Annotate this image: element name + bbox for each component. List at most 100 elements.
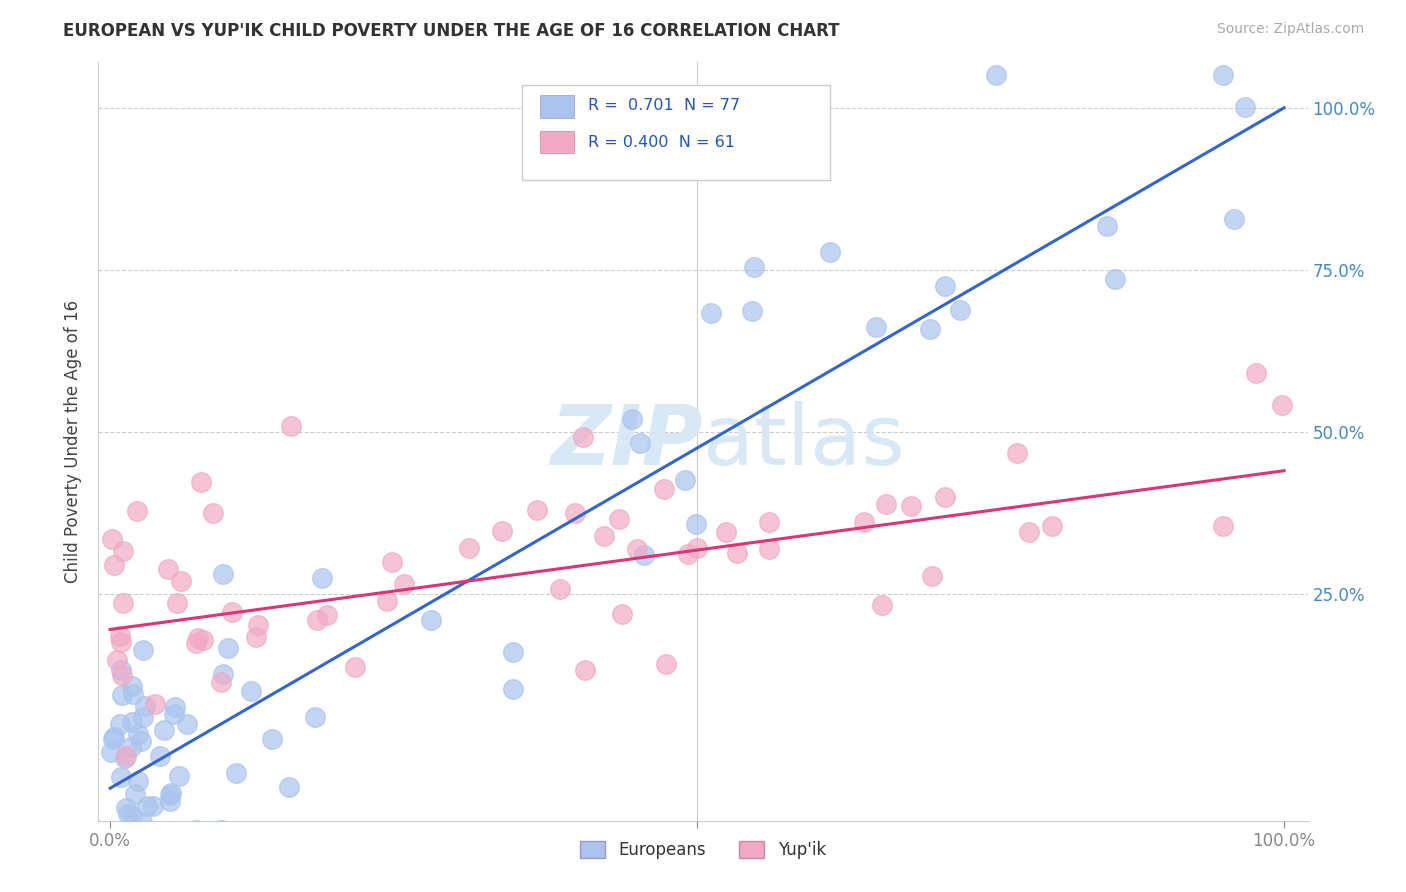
Point xyxy=(127,727,149,741)
Point xyxy=(110,663,132,677)
Point xyxy=(131,815,153,830)
Point xyxy=(143,697,166,711)
Point xyxy=(167,768,190,782)
Point xyxy=(1212,519,1234,533)
Point xyxy=(117,807,139,822)
Point xyxy=(149,749,172,764)
Point xyxy=(190,475,212,489)
Point xyxy=(135,827,157,841)
FancyBboxPatch shape xyxy=(540,95,574,118)
Text: atlas: atlas xyxy=(703,401,904,482)
Point xyxy=(162,707,184,722)
Y-axis label: Child Poverty Under the Age of 16: Child Poverty Under the Age of 16 xyxy=(65,300,83,583)
Point xyxy=(550,582,572,596)
Point xyxy=(1005,446,1028,460)
Point xyxy=(1244,366,1267,380)
FancyBboxPatch shape xyxy=(522,85,830,180)
Point xyxy=(986,69,1008,83)
Point xyxy=(159,788,181,802)
Point xyxy=(170,574,193,588)
Point xyxy=(184,823,207,838)
Point xyxy=(159,794,181,808)
Point xyxy=(1271,398,1294,412)
Point xyxy=(949,302,972,317)
Point xyxy=(304,710,326,724)
FancyBboxPatch shape xyxy=(540,130,574,153)
Point xyxy=(105,653,128,667)
Point xyxy=(111,544,134,558)
Point xyxy=(136,799,159,814)
Point xyxy=(278,780,301,794)
Point xyxy=(103,731,125,745)
Point xyxy=(633,548,655,562)
Point xyxy=(655,657,678,671)
Point xyxy=(121,714,143,729)
Point xyxy=(725,546,748,560)
Point xyxy=(225,765,247,780)
Point xyxy=(124,787,146,801)
Point xyxy=(111,596,134,610)
Point xyxy=(176,717,198,731)
Point xyxy=(686,541,709,555)
Point xyxy=(121,679,143,693)
Point xyxy=(114,751,136,765)
Point xyxy=(900,499,922,513)
Point xyxy=(170,827,193,841)
Point xyxy=(1223,212,1246,227)
Point xyxy=(150,827,173,841)
Point xyxy=(129,734,152,748)
Point xyxy=(1097,219,1119,233)
Point xyxy=(239,684,262,698)
Point xyxy=(1212,69,1234,83)
Point xyxy=(305,613,328,627)
Point xyxy=(114,827,136,841)
Point xyxy=(758,515,780,529)
Text: ZIP: ZIP xyxy=(550,401,703,482)
Point xyxy=(742,260,765,274)
Point xyxy=(699,306,721,320)
Point xyxy=(110,629,132,643)
Point xyxy=(134,699,156,714)
Point xyxy=(607,511,630,525)
Point xyxy=(934,278,956,293)
Text: EUROPEAN VS YUP'IK CHILD POVERTY UNDER THE AGE OF 16 CORRELATION CHART: EUROPEAN VS YUP'IK CHILD POVERTY UNDER T… xyxy=(63,22,839,40)
Point xyxy=(260,731,283,746)
Point xyxy=(115,801,138,815)
Point xyxy=(121,809,143,823)
Point xyxy=(103,827,125,841)
Point xyxy=(115,748,138,763)
Point xyxy=(758,541,780,556)
Point xyxy=(159,786,181,800)
Point xyxy=(685,516,707,531)
Point xyxy=(125,503,148,517)
Point xyxy=(315,607,337,622)
Point xyxy=(128,827,150,841)
Point xyxy=(420,613,443,627)
Point xyxy=(344,659,367,673)
Point xyxy=(245,630,267,644)
Point xyxy=(457,541,479,555)
Point xyxy=(110,635,132,649)
Point xyxy=(526,502,548,516)
Point xyxy=(574,663,596,677)
Point xyxy=(593,529,616,543)
Point xyxy=(620,411,643,425)
Point xyxy=(110,770,132,784)
Point xyxy=(502,681,524,696)
Point xyxy=(392,577,415,591)
Point xyxy=(502,645,524,659)
Point xyxy=(110,667,132,681)
Point xyxy=(676,547,699,561)
Point xyxy=(128,825,150,839)
Point xyxy=(920,322,942,336)
Point xyxy=(311,571,333,585)
Point xyxy=(934,490,956,504)
Point xyxy=(142,798,165,813)
Point xyxy=(191,633,214,648)
Point xyxy=(201,506,224,520)
Point xyxy=(217,640,239,655)
Point xyxy=(212,666,235,681)
Point xyxy=(157,562,180,576)
Point xyxy=(187,631,209,645)
Point xyxy=(209,675,232,690)
